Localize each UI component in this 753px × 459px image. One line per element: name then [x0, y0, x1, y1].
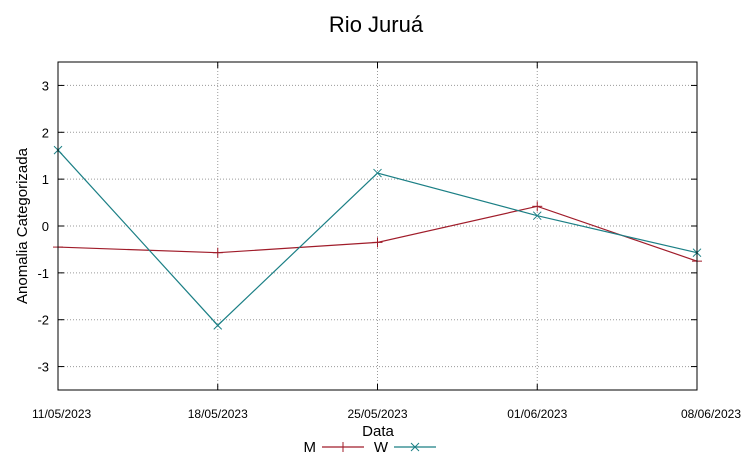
- y-axis-ticks: -3 -2 -1 0 1 2 3: [37, 78, 697, 375]
- x-tick-label: 01/06/2023: [507, 407, 567, 421]
- x-tick-label: 11/05/2023: [32, 407, 91, 421]
- x-axis-label: Data: [362, 423, 394, 440]
- y-tick-label: 2: [42, 125, 49, 140]
- y-tick-label: 3: [42, 78, 49, 93]
- data-point-M: [372, 237, 383, 248]
- series-layer: [53, 145, 702, 330]
- y-axis-label: Anomalia Categorizada: [14, 147, 31, 304]
- x-tick-label: 08/06/2023: [681, 407, 741, 421]
- legend-marker-M: [338, 442, 348, 452]
- y-tick-label: 0: [42, 219, 49, 234]
- legend-marker-W: [410, 442, 420, 452]
- y-tick-label: -2: [37, 313, 49, 328]
- legend-label-W: W: [374, 439, 389, 456]
- data-point-W: [373, 168, 382, 178]
- x-axis-ticks: 11/05/2023 18/05/2023 25/05/2023 01/06/2023…: [32, 62, 741, 421]
- y-tick-label: -3: [37, 360, 49, 375]
- y-tick-label: 1: [42, 172, 49, 187]
- data-point-M: [212, 247, 223, 258]
- grid-lines: [58, 62, 697, 390]
- data-point-W: [532, 211, 542, 221]
- data-point-W: [213, 320, 223, 330]
- x-tick-label: 25/05/2023: [347, 407, 407, 421]
- x-tick-label: 18/05/2023: [188, 407, 248, 421]
- y-tick-label: -1: [37, 266, 49, 281]
- plot-frame: [57, 61, 698, 391]
- legend-label-M: M: [304, 439, 317, 456]
- data-point-M: [532, 201, 543, 212]
- chart-title: Rio Juruá: [329, 12, 424, 37]
